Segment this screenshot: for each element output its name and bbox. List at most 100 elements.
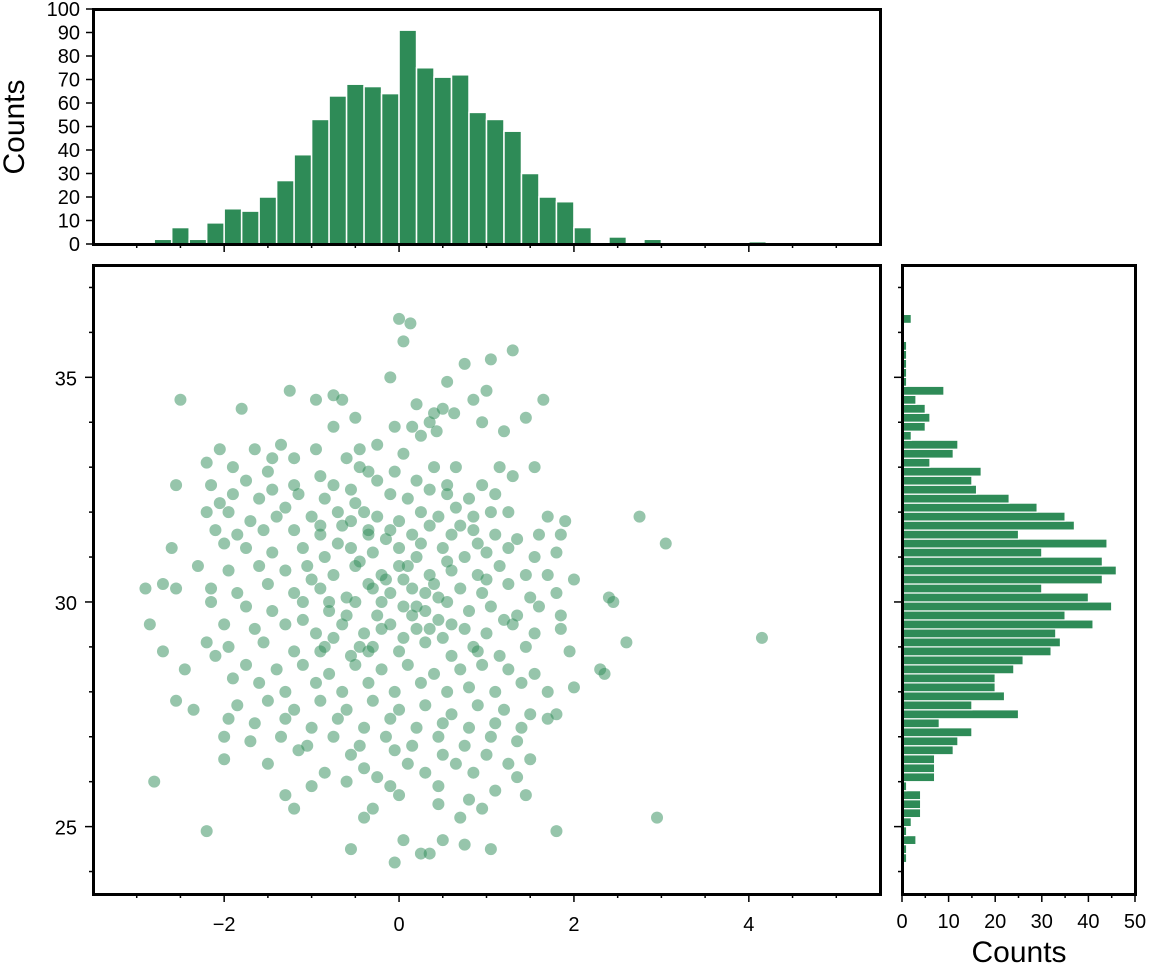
scatter-point — [397, 834, 410, 847]
scatter-point — [261, 757, 274, 770]
right-histogram-bar — [901, 511, 1066, 522]
scatter-point — [550, 825, 563, 838]
scatter-point — [358, 762, 371, 775]
top-histogram-bar — [608, 236, 628, 245]
scatter-point — [515, 676, 528, 689]
scatter-point — [607, 595, 620, 608]
scatter-point — [467, 393, 480, 406]
scatter-point — [484, 843, 497, 856]
scatter-point — [314, 470, 327, 483]
scatter-point — [222, 564, 235, 577]
scatter-point — [445, 708, 458, 721]
right-histogram-bar — [901, 556, 1103, 567]
scatter-point — [305, 573, 318, 586]
right-histogram-bar — [901, 610, 1066, 621]
scatter-x-tick-label: −2 — [213, 914, 236, 936]
scatter-point — [358, 721, 371, 734]
top-histogram-bar — [468, 111, 488, 245]
scatter-point — [222, 712, 235, 725]
top-histogram-bar — [485, 118, 505, 245]
right-histogram-bar — [901, 655, 1024, 666]
scatter-point — [410, 622, 423, 635]
right-histogram-bar — [901, 448, 954, 459]
scatter-point — [314, 694, 327, 707]
scatter-point — [497, 703, 510, 716]
scatter-point — [476, 416, 489, 429]
top-histogram-bars — [153, 29, 768, 245]
right-histogram-bar — [901, 439, 959, 450]
scatter-point — [248, 717, 261, 730]
scatter-point — [327, 631, 340, 644]
scatter-point — [441, 479, 454, 492]
right-histogram-bar — [901, 790, 922, 801]
scatter-point — [270, 510, 283, 523]
scatter-point — [458, 551, 471, 564]
scatter-point — [318, 551, 331, 564]
scatter-point — [240, 474, 253, 487]
scatter-point — [406, 609, 419, 622]
scatter-point — [519, 640, 532, 653]
scatter-point — [493, 649, 506, 662]
scatter-point — [401, 757, 414, 770]
scatter-point — [226, 672, 239, 685]
scatter-point — [205, 582, 218, 595]
scatter-point — [511, 771, 524, 784]
right-histogram-bar — [901, 799, 922, 810]
top-histogram-bar — [380, 92, 400, 245]
top-histogram-bar — [223, 208, 243, 245]
scatter-point — [371, 510, 384, 523]
scatter-point — [458, 838, 471, 851]
scatter-point — [397, 335, 410, 348]
top-y-tick-label: 10 — [58, 211, 80, 233]
scatter-point — [476, 586, 489, 599]
scatter-point — [218, 537, 231, 550]
scatter-point — [288, 479, 301, 492]
right-histogram-bar — [901, 637, 1062, 648]
scatter-point — [283, 384, 296, 397]
scatter-point — [266, 604, 279, 617]
scatter-point — [340, 609, 353, 622]
right-histogram-bar — [901, 466, 982, 477]
scatter-point — [375, 622, 388, 635]
scatter-point — [261, 465, 274, 478]
scatter-point — [340, 703, 353, 716]
scatter-point — [489, 528, 502, 541]
right-histogram-bar — [901, 628, 1057, 639]
scatter-point — [170, 582, 183, 595]
scatter-point — [266, 452, 279, 465]
top-histogram-bar — [450, 74, 470, 245]
scatter-point — [423, 847, 436, 860]
right-histogram-bar — [901, 736, 959, 747]
scatter-point — [432, 613, 445, 626]
top-histogram-bar — [555, 200, 575, 245]
scatter-point — [170, 694, 183, 707]
scatter-point — [305, 780, 318, 793]
scatter-point — [515, 721, 528, 734]
scatter-point — [493, 560, 506, 573]
right-histogram-bar — [901, 664, 1015, 675]
scatter-point — [187, 703, 200, 716]
scatter-point — [362, 676, 375, 689]
scatter-point — [270, 663, 283, 676]
scatter-point — [379, 533, 392, 546]
scatter-point — [244, 735, 257, 748]
scatter-point — [430, 425, 443, 438]
scatter-point — [353, 640, 366, 653]
top-histogram-bar — [293, 153, 313, 245]
scatter-point — [502, 577, 515, 590]
scatter-point — [633, 510, 646, 523]
scatter-point — [458, 357, 471, 370]
scatter-point — [463, 721, 476, 734]
scatter-point — [379, 573, 392, 586]
scatter-point — [388, 856, 401, 869]
scatter-point — [480, 748, 493, 761]
right-x-tick-label: 0 — [896, 911, 907, 933]
right-histogram-bar — [901, 601, 1113, 612]
scatter-point — [309, 393, 322, 406]
scatter-point — [441, 595, 454, 608]
scatter-point — [358, 506, 371, 519]
scatter-point — [554, 609, 567, 622]
scatter-point — [344, 483, 357, 496]
